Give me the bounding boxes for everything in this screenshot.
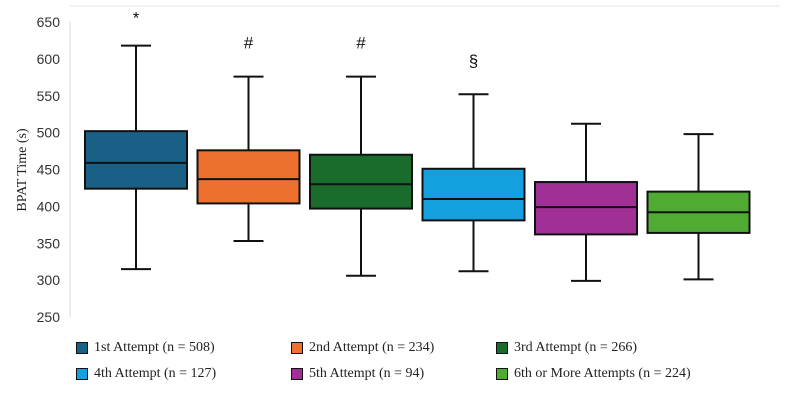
legend-item-1: 1st Attempt (n = 508) <box>76 339 215 357</box>
legend-item-3: 3rd Attempt (n = 266) <box>496 339 637 357</box>
y-tick-label: 300 <box>37 272 61 288</box>
y-tick-label: 250 <box>37 309 61 325</box>
box-4: § <box>421 51 526 273</box>
legend-swatch <box>291 342 303 354</box>
iqr-box <box>309 153 413 210</box>
y-tick-label: 600 <box>37 51 61 67</box>
legend-label: 1st Attempt (n = 508) <box>94 340 215 355</box>
legend-item-4: 4th Attempt (n = 127) <box>76 365 216 383</box>
iqr-box <box>534 181 638 236</box>
legend-swatch <box>76 368 88 380</box>
y-tick-label: 450 <box>37 162 61 178</box>
iqr-box <box>84 130 188 190</box>
legend-item-2: 2nd Attempt (n = 234) <box>291 339 434 357</box>
box-1: * <box>84 9 188 271</box>
legend-label: 6th or More Attempts (n = 224) <box>514 366 691 381</box>
legend-label: 2nd Attempt (n = 234) <box>309 340 435 355</box>
legend-swatch <box>496 342 508 354</box>
legend-item-5: 5th Attempt (n = 94) <box>291 365 424 383</box>
box-3: # <box>309 34 413 277</box>
legend-item-6: 6th or More Attempts (n = 224) <box>496 365 691 383</box>
significance-marker: § <box>469 51 478 70</box>
significance-marker: * <box>133 9 140 28</box>
legend-swatch <box>76 342 88 354</box>
iqr-box <box>421 167 526 222</box>
significance-marker: # <box>244 34 254 53</box>
box-6 <box>646 133 751 281</box>
legend-swatch <box>291 368 303 380</box>
y-axis: 250 300 350 400 450 500 550 600 650 <box>37 14 71 325</box>
significance-marker: # <box>356 34 366 53</box>
y-tick-label: 350 <box>37 235 61 251</box>
iqr-box <box>196 149 301 205</box>
legend-label: 4th Attempt (n = 127) <box>94 366 217 381</box>
legend-label: 3rd Attempt (n = 266) <box>514 340 637 355</box>
boxes-group: * # # § <box>84 9 751 282</box>
y-tick-label: 500 <box>37 125 61 141</box>
box-2: # <box>196 34 301 243</box>
y-tick-label: 550 <box>37 88 61 104</box>
legend-label: 5th Attempt (n = 94) <box>309 366 425 381</box>
y-axis-label: BPAT Time (s) <box>15 128 30 212</box>
y-tick-label: 650 <box>37 14 61 30</box>
box-5 <box>534 122 638 282</box>
y-tick-label: 400 <box>37 198 61 214</box>
legend-swatch <box>496 368 508 380</box>
